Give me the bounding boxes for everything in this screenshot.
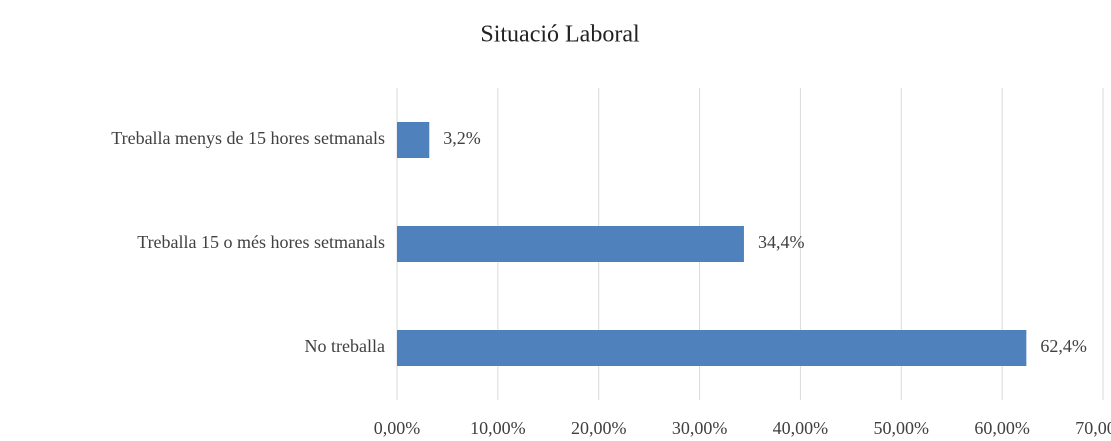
bar xyxy=(397,330,1027,366)
y-tick-label: No treballa xyxy=(305,336,385,356)
x-tick-label: 0,00% xyxy=(374,418,421,438)
x-tick-label: 20,00% xyxy=(571,418,627,438)
x-tick-label: 10,00% xyxy=(470,418,526,438)
bar xyxy=(397,122,430,158)
y-tick-label: Treballa menys de 15 hores setmanals xyxy=(111,128,385,148)
data-label: 62,4% xyxy=(1040,336,1087,356)
x-tick-label: 50,00% xyxy=(874,418,930,438)
chart-title: Situació Laboral xyxy=(480,22,640,48)
data-label: 34,4% xyxy=(758,232,805,252)
x-tick-label: 60,00% xyxy=(974,418,1030,438)
data-label: 3,2% xyxy=(443,128,481,148)
x-tick-label: 40,00% xyxy=(773,418,829,438)
bar xyxy=(397,226,744,262)
x-tick-label: 30,00% xyxy=(672,418,728,438)
y-tick-label: Treballa 15 o més hores setmanals xyxy=(137,232,385,252)
x-tick-label: 70,00% xyxy=(1075,418,1111,438)
